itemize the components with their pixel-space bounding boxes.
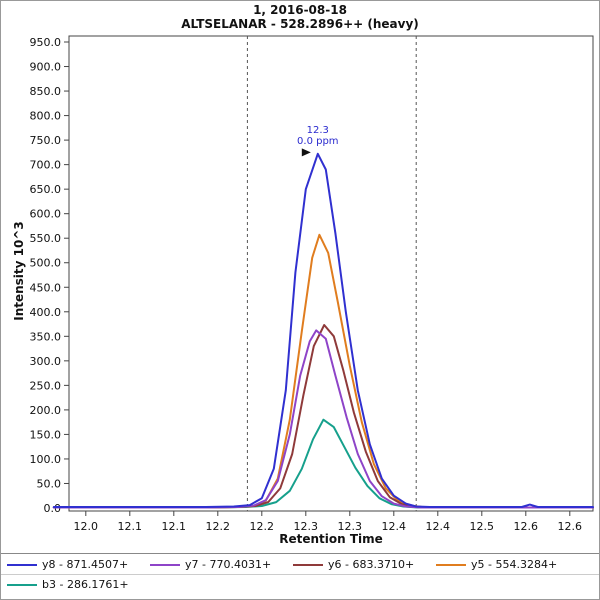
y-tick-label: 500.0	[30, 257, 62, 270]
y-tick-label: 350.0	[30, 330, 62, 343]
legend-label: y5 - 554.3284+	[471, 558, 558, 571]
chart-subtitle: ALTSELANAR - 528.2896++ (heavy)	[181, 17, 419, 31]
y-tick-label: 700.0	[30, 159, 62, 172]
y-tick-label: 200.0	[30, 404, 62, 417]
legend-item: y7 - 770.4031+	[150, 558, 293, 571]
y-tick-label: 600.0	[30, 208, 62, 221]
x-tick-label: 12.3	[338, 520, 363, 533]
y-tick-label: 850.0	[30, 85, 62, 98]
y-tick-label: 250.0	[30, 379, 62, 392]
legend-label: y8 - 871.4507+	[42, 558, 129, 571]
y-tick-label: 0.0	[44, 502, 62, 515]
y-tick-label: 150.0	[30, 428, 62, 441]
x-tick-label: 12.1	[118, 520, 143, 533]
x-axis-label: Retention Time	[279, 532, 383, 546]
y-tick-label: 100.0	[30, 453, 62, 466]
series-line-b3	[52, 418, 594, 509]
legend-row-2: b3 - 286.1761+	[1, 574, 599, 592]
series-line-y7	[52, 329, 594, 509]
x-tick-label: 12.2	[250, 520, 275, 533]
plot-border	[68, 35, 594, 512]
peak-rt-label: 12.3	[306, 125, 329, 137]
x-tick-label: 12.2	[206, 520, 231, 533]
y-tick-label: 650.0	[30, 183, 62, 196]
series-line-y5	[52, 233, 594, 509]
legend-item: y5 - 554.3284+	[436, 558, 579, 571]
peak-annotation: 12.3 0.0 ppm	[297, 125, 339, 147]
y-tick-label: 550.0	[30, 232, 62, 245]
y-tick-label: 800.0	[30, 110, 62, 123]
x-tick-label: 12.3	[294, 520, 319, 533]
legend-item: y6 - 683.3710+	[293, 558, 436, 571]
legend-swatch-icon	[7, 583, 37, 586]
legend-swatch-icon	[7, 563, 37, 566]
x-tick-label: 12.5	[470, 520, 495, 533]
legend-swatch-icon	[436, 563, 466, 566]
legend-swatch-icon	[150, 563, 180, 566]
legend-item: y8 - 871.4507+	[7, 558, 150, 571]
x-tick-label: 12.6	[514, 520, 539, 533]
y-tick-label: 900.0	[30, 61, 62, 74]
series-line-y6	[52, 324, 594, 509]
legend: y8 - 871.4507+ y7 - 770.4031+ y6 - 683.371…	[1, 553, 599, 599]
legend-label: b3 - 286.1761+	[42, 578, 129, 591]
peak-ppm-label: 0.0 ppm	[297, 136, 339, 148]
legend-swatch-icon	[293, 563, 323, 566]
y-tick-label: 450.0	[30, 281, 62, 294]
x-tick-label: 12.4	[426, 520, 451, 533]
legend-row-1: y8 - 871.4507+ y7 - 770.4031+ y6 - 683.371…	[1, 554, 599, 572]
y-tick-label: 50.0	[37, 477, 62, 490]
series-line-y8	[52, 152, 594, 508]
y-tick-label: 400.0	[30, 306, 62, 319]
y-tick-label: 750.0	[30, 134, 62, 147]
y-tick-label: 950.0	[30, 36, 62, 49]
apex-arrow-icon	[301, 148, 311, 157]
x-tick-label: 12.6	[558, 520, 583, 533]
y-tick-label: 300.0	[30, 355, 62, 368]
x-tick-label: 12.4	[382, 520, 407, 533]
x-tick-label: 12.0	[74, 520, 99, 533]
x-tick-label: 12.1	[162, 520, 187, 533]
legend-label: y6 - 683.3710+	[328, 558, 415, 571]
legend-item: b3 - 286.1761+	[7, 578, 150, 591]
legend-label: y7 - 770.4031+	[185, 558, 272, 571]
chart-title: 1, 2016-08-18	[253, 3, 347, 17]
